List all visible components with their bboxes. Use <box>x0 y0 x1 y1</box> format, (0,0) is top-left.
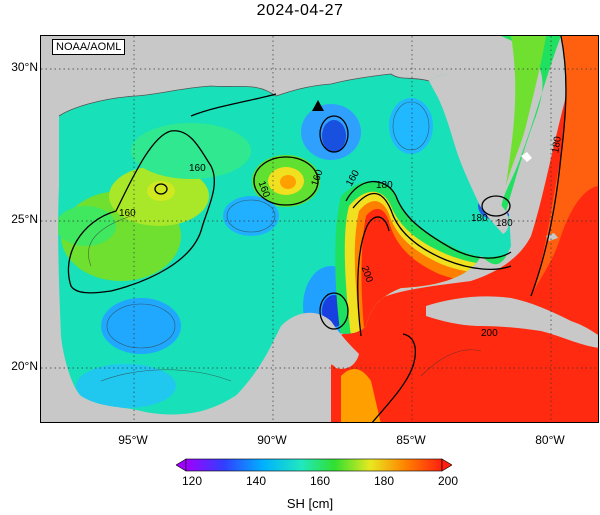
credit-label: NOAA/AOML <box>52 39 126 55</box>
cuba <box>426 296 598 348</box>
colorbar <box>176 458 452 472</box>
colorbar-tick: 180 <box>373 474 395 488</box>
contour-label: 160 <box>119 208 136 219</box>
sea-height-map: 160 160 160 160 160 180 180 180 180 200 … <box>40 35 599 423</box>
contour-label: 180 <box>550 135 564 154</box>
contour-label: 180 <box>376 180 393 191</box>
yucatan <box>204 312 359 422</box>
lon-label: 85°W <box>396 433 426 447</box>
map-title: 2024-04-27 <box>256 2 344 19</box>
graticule <box>41 36 598 422</box>
lat-label: 30°N <box>11 60 38 74</box>
map-canvas: 160 160 160 160 160 180 180 180 180 200 … <box>41 36 598 422</box>
colorbar-gradient <box>185 458 443 472</box>
colorbar-tick: 140 <box>245 474 267 488</box>
contour-label: 160 <box>189 163 206 174</box>
lat-label: 25°N <box>11 212 38 226</box>
lon-label: 95°W <box>118 433 148 447</box>
lon-label: 90°W <box>257 433 287 447</box>
lon-label: 80°W <box>535 433 565 447</box>
triangle-marker-icon <box>312 100 324 111</box>
colorbar-tick: 160 <box>309 474 331 488</box>
florida <box>429 74 509 235</box>
colorbar-max-arrow <box>441 458 452 472</box>
colorbar-min-arrow <box>176 458 187 472</box>
colorbar-label: SH [cm] <box>286 496 334 511</box>
contours <box>67 36 567 422</box>
contour-label: 200 <box>481 328 498 339</box>
colorbar-tick: 200 <box>437 474 459 488</box>
contour-label: 180 <box>496 218 513 229</box>
contour-label: 180 <box>471 213 488 224</box>
colorbar-tick: 120 <box>181 474 203 488</box>
lat-label: 20°N <box>11 359 38 373</box>
